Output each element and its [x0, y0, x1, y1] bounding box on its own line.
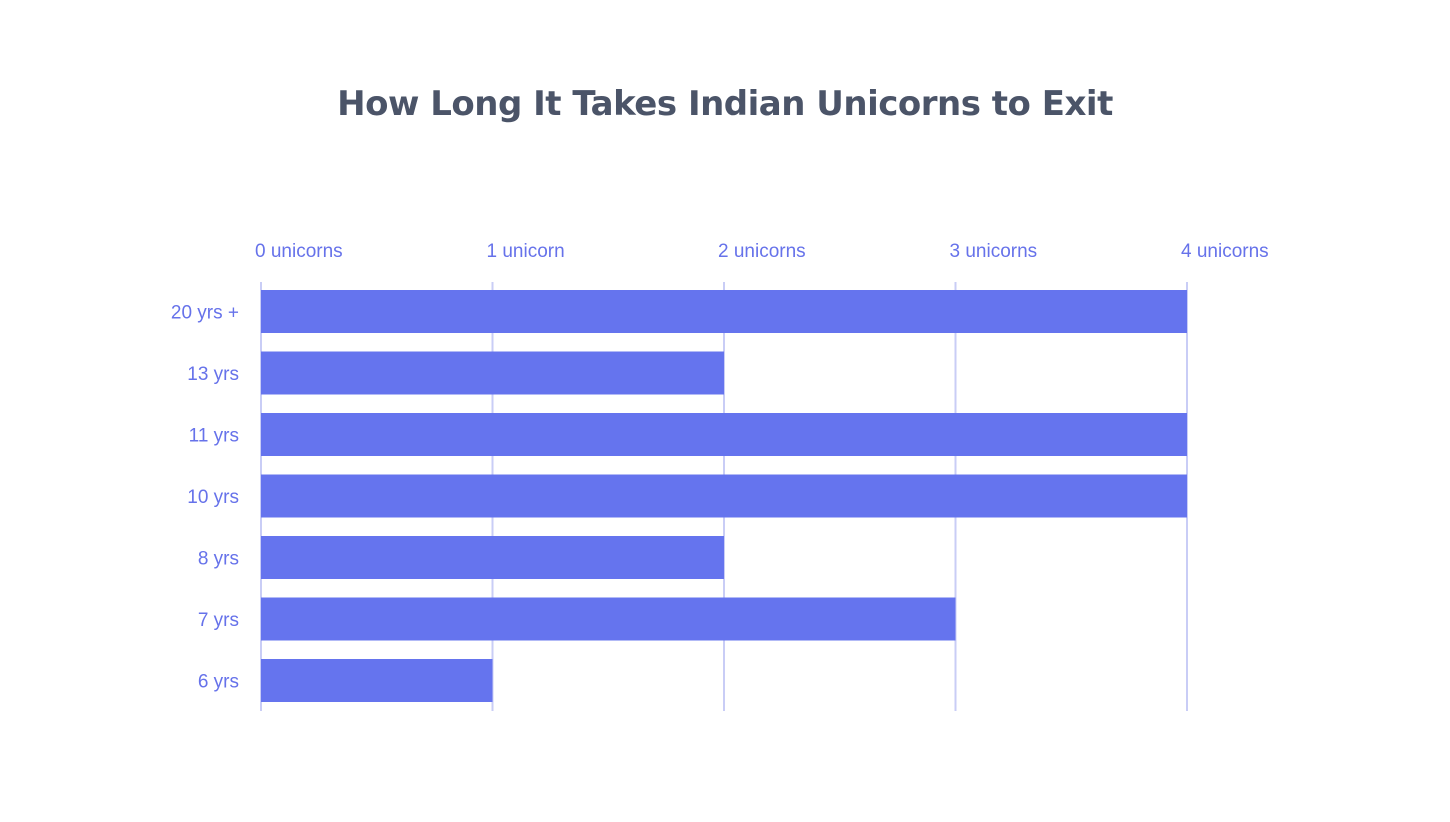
- x-tick-label: 2 unicorns: [718, 241, 806, 262]
- bar: [261, 351, 724, 395]
- y-category-label: 10 yrs: [187, 487, 239, 508]
- y-axis-category-labels: 20 yrs + 13 yrs 11 yrs 10 yrs 8 yrs 7 yrs 6 yr…: [171, 303, 239, 693]
- bar: [261, 597, 956, 641]
- bar: [261, 536, 724, 579]
- x-tick-label: 0 unicorns: [255, 241, 343, 262]
- x-tick-label: 4 unicorns: [1181, 241, 1269, 262]
- y-category-label: 11 yrs: [189, 426, 239, 447]
- chart-title: How Long It Takes Indian Unicorns to Exi…: [337, 84, 1113, 124]
- x-tick-label: 1 unicorn: [487, 241, 565, 262]
- bar: [261, 474, 1187, 518]
- bar: [261, 413, 1187, 456]
- bar: [261, 659, 493, 702]
- y-category-label: 6 yrs: [198, 672, 239, 693]
- y-category-label: 7 yrs: [198, 610, 239, 631]
- bars: [261, 290, 1187, 702]
- y-category-label: 8 yrs: [198, 549, 239, 570]
- x-axis-tick-labels: 0 unicorns 1 unicorn 2 unicorns 3 unicorns 4…: [255, 241, 1269, 262]
- bar: [261, 290, 1187, 333]
- y-category-label: 13 yrs: [187, 364, 239, 385]
- x-tick-label: 3 unicorns: [950, 241, 1038, 262]
- y-category-label: 20 yrs +: [171, 303, 239, 324]
